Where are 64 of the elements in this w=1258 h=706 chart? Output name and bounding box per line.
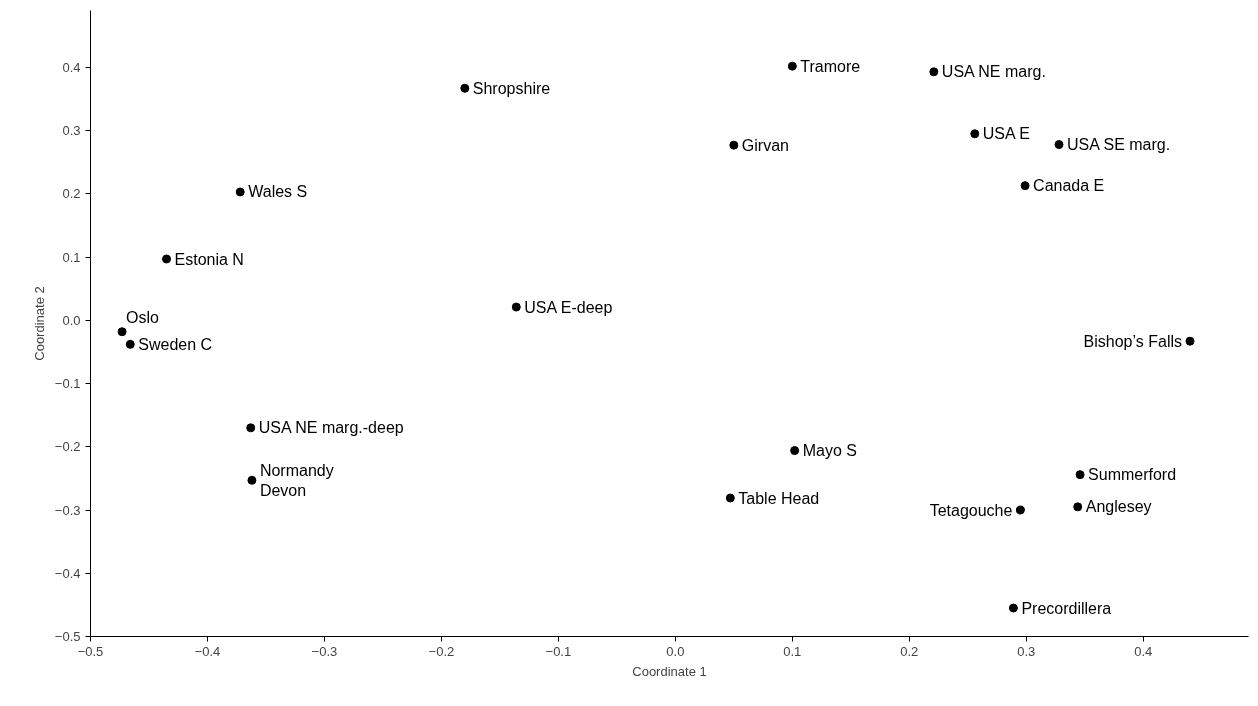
point: [1008, 603, 1018, 613]
annotation: Girvan: [741, 136, 789, 154]
annotation: Table Head: [738, 489, 820, 507]
point: [725, 493, 735, 503]
annotation: USA NE marg.-deep: [258, 419, 404, 437]
x-axis-title: Coordinate 1: [632, 663, 707, 679]
annotation: Bishop’s Falls: [1083, 332, 1183, 350]
annotation: Shropshire: [472, 79, 551, 97]
point: [1185, 336, 1195, 346]
annotation: USA E-deep: [524, 298, 613, 316]
y-tick-label: −0.2: [54, 439, 81, 455]
y-tick-label: 0.1: [62, 249, 81, 265]
annotation: Precordillera: [1021, 599, 1112, 617]
x-tick-label: 0.0: [666, 643, 685, 659]
y-tick-label: −0.1: [54, 376, 81, 392]
annotation: Tramore: [800, 57, 861, 75]
y-tick-label: 0.0: [62, 312, 81, 328]
point: [1054, 140, 1064, 150]
x-tick-label: −0.1: [545, 643, 572, 659]
annotation: Estonia N: [174, 250, 244, 268]
annotation: USA NE marg.: [941, 63, 1046, 81]
point: [162, 254, 172, 264]
y-axis-title: Coordinate 2: [31, 286, 47, 361]
annotation: Sweden C: [138, 335, 213, 353]
point: [929, 67, 939, 77]
point: [247, 475, 257, 485]
point: [1073, 502, 1083, 512]
point: [235, 187, 245, 197]
point: [787, 61, 797, 71]
annotation: Mayo S: [802, 442, 857, 460]
x-tick-label: 0.1: [783, 643, 802, 659]
y-tick-label: −0.4: [54, 565, 81, 581]
x-tick-label: −0.5: [77, 643, 104, 659]
point: [246, 423, 256, 433]
y-tick-label: 0.2: [62, 186, 81, 202]
annotation: Oslo: [126, 308, 160, 326]
x-tick-label: −0.2: [428, 643, 455, 659]
x-tick-label: 0.2: [900, 643, 919, 659]
y-tick-label: 0.4: [62, 59, 81, 75]
point: [1020, 181, 1030, 191]
x-tick-label: 0.4: [1134, 643, 1153, 659]
annotation: USA E: [982, 125, 1030, 143]
point: [460, 83, 470, 93]
x-tick-label: −0.4: [194, 643, 221, 659]
annotation: Wales S: [248, 183, 308, 201]
annotation: Anglesey: [1085, 498, 1152, 516]
point: [117, 327, 127, 337]
annotation: Normandy Devon: [259, 461, 334, 500]
y-tick-label: −0.3: [54, 502, 81, 518]
x-tick-label: −0.3: [311, 643, 338, 659]
point: [729, 140, 739, 150]
point: [511, 302, 521, 312]
y-tick-label: 0.3: [62, 123, 81, 139]
x-tick-label: 0.3: [1017, 643, 1036, 659]
y-tick-label: −0.5: [54, 629, 81, 644]
annotation: Tetagouche: [929, 501, 1013, 519]
point: [1015, 505, 1025, 515]
point: [970, 129, 980, 139]
point: [790, 446, 800, 456]
point: [1075, 470, 1085, 480]
annotation: Canada E: [1033, 177, 1105, 195]
point: [125, 339, 135, 349]
annotation: Summerford: [1088, 466, 1177, 484]
annotation: USA SE marg.: [1067, 136, 1171, 154]
